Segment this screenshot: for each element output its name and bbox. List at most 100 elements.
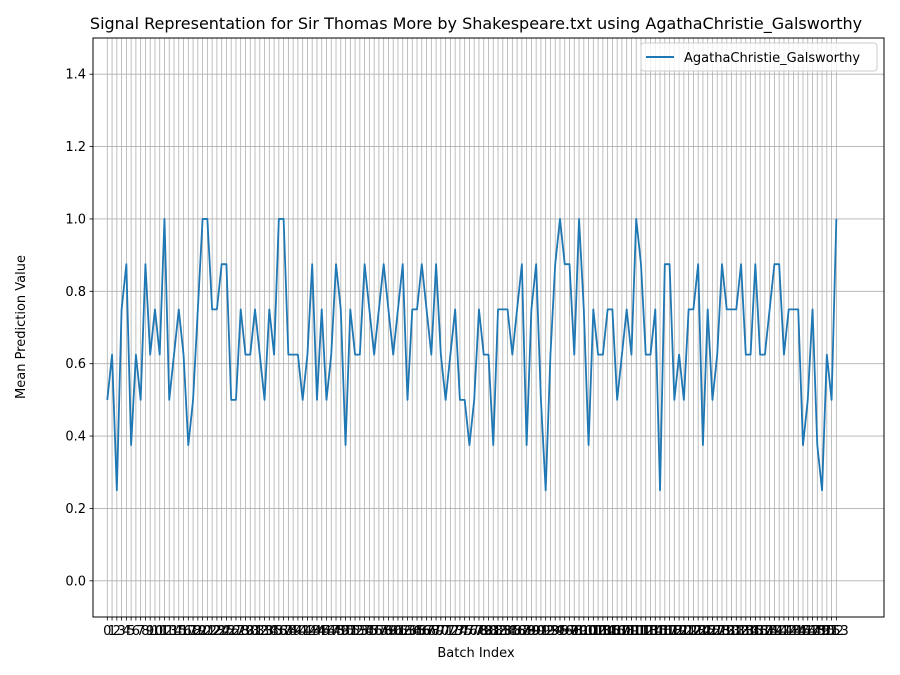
x-tick-label: 137 xyxy=(748,624,773,639)
x-tick-label: 73 xyxy=(447,624,464,639)
x-tick-label: 41 xyxy=(294,624,311,639)
x-tick-label: 29 xyxy=(237,624,254,639)
x-tick-label: 33 xyxy=(256,624,273,639)
x-tick-label: 145 xyxy=(786,624,811,639)
x-tick-label: 6 xyxy=(132,624,140,639)
x-tick-label: 95 xyxy=(552,624,569,639)
x-axis-ticks: 0123456789101112131415161718192021222324… xyxy=(103,617,849,639)
x-tick-label: 117 xyxy=(652,624,677,639)
x-tick-label: 115 xyxy=(643,624,668,639)
x-tick-label: 140 xyxy=(762,624,787,639)
x-tick-label: 1 xyxy=(108,624,116,639)
y-tick-label: 0.6 xyxy=(65,357,86,372)
x-tick-label: 144 xyxy=(781,624,806,639)
x-tick-label: 3 xyxy=(117,624,125,639)
x-tick-label: 120 xyxy=(667,624,692,639)
x-tick-label: 80 xyxy=(480,624,497,639)
y-tick-label: 0.2 xyxy=(65,502,86,517)
x-tick-label: 76 xyxy=(461,624,478,639)
x-tick-label: 30 xyxy=(242,624,259,639)
x-tick-label: 104 xyxy=(590,624,615,639)
x-tick-label: 24 xyxy=(213,624,230,639)
x-tick-label: 68 xyxy=(423,624,440,639)
x-tick-label: 135 xyxy=(738,624,763,639)
chart-title: Signal Representation for Sir Thomas Mor… xyxy=(90,14,862,34)
x-tick-label: 103 xyxy=(586,624,611,639)
legend-box xyxy=(640,42,878,72)
x-tick-label: 64 xyxy=(404,624,421,639)
x-tick-label: 133 xyxy=(729,624,754,639)
x-tick-label: 84 xyxy=(499,624,516,639)
x-tick-label: 22 xyxy=(204,624,221,639)
x-tick-label: 134 xyxy=(733,624,758,639)
x-tick-label: 136 xyxy=(743,624,768,639)
x-tick-label: 129 xyxy=(710,624,735,639)
x-tick-label: 83 xyxy=(495,624,512,639)
x-tick-label: 66 xyxy=(414,624,431,639)
x-tick-label: 20 xyxy=(194,624,211,639)
x-tick-label: 130 xyxy=(714,624,739,639)
x-tick-label: 39 xyxy=(285,624,302,639)
x-tick-label: 121 xyxy=(671,624,696,639)
x-tick-label: 16 xyxy=(175,624,192,639)
x-tick-label: 116 xyxy=(648,624,673,639)
x-tick-label: 126 xyxy=(695,624,720,639)
x-tick-label: 56 xyxy=(366,624,383,639)
x-tick-label: 25 xyxy=(218,624,235,639)
x-tick-label: 71 xyxy=(437,624,454,639)
y-axis-label: Mean Prediction Value xyxy=(14,255,29,399)
legend: AgathaChristie_Galsworthy xyxy=(640,42,878,72)
x-tick-label: 94 xyxy=(547,624,564,639)
x-tick-label: 82 xyxy=(490,624,507,639)
x-tick-label: 62 xyxy=(394,624,411,639)
legend-label: AgathaChristie_Galsworthy xyxy=(684,51,860,66)
x-tick-label: 13 xyxy=(161,624,178,639)
x-axis-label: Batch Index xyxy=(437,646,515,661)
x-tick-label: 110 xyxy=(619,624,644,639)
x-tick-label: 31 xyxy=(247,624,264,639)
x-tick-label: 61 xyxy=(390,624,407,639)
x-tick-label: 53 xyxy=(352,624,369,639)
x-tick-label: 2 xyxy=(113,624,121,639)
x-tick-label: 81 xyxy=(485,624,502,639)
x-tick-label: 128 xyxy=(705,624,730,639)
x-tick-label: 36 xyxy=(271,624,288,639)
x-tick-label: 88 xyxy=(518,624,535,639)
x-tick-label: 72 xyxy=(442,624,459,639)
x-tick-label: 124 xyxy=(686,624,711,639)
x-tick-label: 118 xyxy=(657,624,682,639)
x-tick-label: 60 xyxy=(385,624,402,639)
x-tick-label: 97 xyxy=(561,624,578,639)
x-tick-label: 108 xyxy=(610,624,635,639)
x-tick-label: 86 xyxy=(509,624,526,639)
x-tick-label: 51 xyxy=(342,624,359,639)
x-tick-label: 58 xyxy=(375,624,392,639)
x-tick-label: 26 xyxy=(223,624,240,639)
x-tick-label: 12 xyxy=(156,624,173,639)
x-tick-label: 23 xyxy=(209,624,226,639)
x-tick-label: 0 xyxy=(103,624,111,639)
x-tick-label: 28 xyxy=(232,624,249,639)
x-tick-label: 109 xyxy=(614,624,639,639)
x-tick-label: 127 xyxy=(700,624,725,639)
x-tick-label: 42 xyxy=(299,624,316,639)
x-tick-label: 32 xyxy=(252,624,269,639)
x-tick-label: 139 xyxy=(757,624,782,639)
x-tick-label: 21 xyxy=(199,624,216,639)
x-tick-label: 19 xyxy=(190,624,207,639)
series-line-agathachristie-galsworthy xyxy=(106,218,838,492)
x-tick-label: 96 xyxy=(556,624,573,639)
x-tick-label: 7 xyxy=(137,624,145,639)
x-tick-label: 44 xyxy=(309,624,326,639)
x-gridlines xyxy=(106,38,837,617)
x-tick-label: 9 xyxy=(146,624,154,639)
x-tick-label: 100 xyxy=(571,624,596,639)
x-tick-label: 99 xyxy=(571,624,588,639)
x-tick-label: 35 xyxy=(266,624,283,639)
x-tick-label: 38 xyxy=(280,624,297,639)
x-tick-label: 141 xyxy=(767,624,792,639)
x-tick-label: 65 xyxy=(409,624,426,639)
x-tick-label: 105 xyxy=(595,624,620,639)
x-tick-label: 142 xyxy=(772,624,797,639)
